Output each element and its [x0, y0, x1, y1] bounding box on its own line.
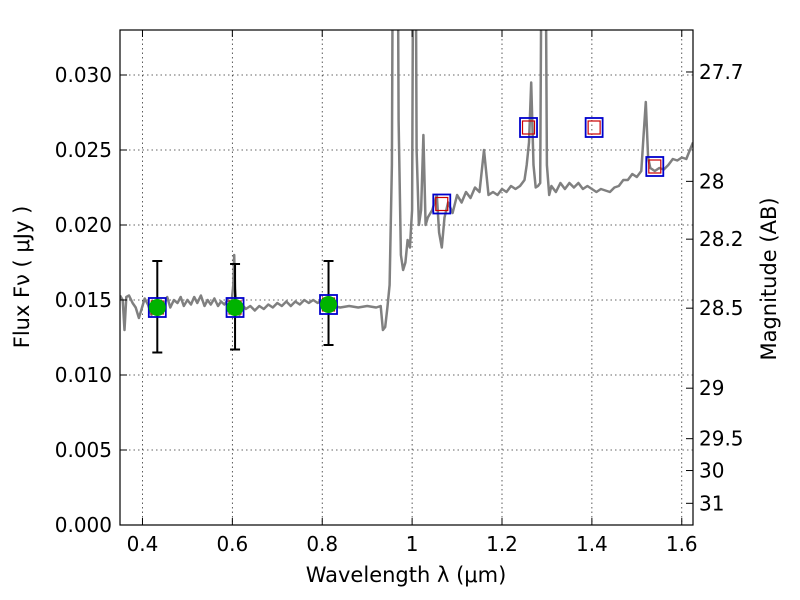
y-tick-label: 0.020	[55, 213, 112, 237]
model-point-inner	[587, 120, 601, 135]
detection-point	[148, 299, 166, 316]
y-tick-label: 0.005	[55, 438, 112, 462]
model-point-box	[432, 193, 452, 215]
x-tick-label: 1.4	[576, 532, 608, 556]
y-axis-label: Flux Fν ( μJy )	[10, 206, 34, 349]
model-point-inner	[521, 120, 536, 135]
spectrum-line	[120, 30, 693, 332]
model-point-inner	[435, 196, 449, 212]
x-tick-label: 1.6	[666, 532, 698, 556]
y2-tick-label: 28.5	[699, 296, 744, 320]
markers	[147, 117, 665, 318]
x-tick-label: 0.4	[127, 532, 159, 556]
plot-frame	[119, 29, 694, 526]
y2-axis-label: Magnitude (AB)	[757, 197, 781, 360]
y-tick-label: 0.010	[55, 363, 112, 387]
x-tick-label: 1	[406, 532, 419, 556]
y2-tick-label: 30	[699, 459, 724, 483]
x-tick-label: 0.8	[306, 532, 338, 556]
y-tick-label: 0.030	[55, 63, 112, 87]
model-point-box	[645, 156, 665, 177]
y-axis-ticks: 0.000 0.005 0.010 0.015 0.020 0.025 0.030	[55, 63, 127, 537]
grid-lines	[120, 30, 693, 526]
detection-point	[320, 296, 338, 313]
spectrum-series	[120, 30, 693, 332]
y2-axis-ticks: 27.7 28 28.2 28.5 29 29.5 30 31	[686, 60, 744, 515]
y-tick-label: 0.025	[55, 138, 112, 162]
y-tick-label: 0.015	[55, 288, 112, 312]
y2-tick-label: 29	[699, 376, 724, 400]
y2-tick-label: 27.7	[699, 60, 744, 84]
x-axis-ticks: 0.4 0.6 0.8 1 1.2 1.4 1.6	[127, 30, 698, 556]
x-tick-label: 0.6	[216, 532, 248, 556]
x-axis-label: Wavelength λ (μm)	[306, 563, 507, 587]
y2-tick-label: 29.5	[699, 427, 744, 451]
y2-tick-label: 28.2	[699, 227, 744, 251]
model-point-box	[584, 117, 604, 138]
y-tick-label: 0.000	[55, 513, 112, 537]
detection-point	[226, 299, 244, 316]
model-point-inner	[648, 159, 662, 174]
model-point-box	[519, 117, 538, 138]
y2-tick-label: 31	[699, 491, 724, 515]
x-tick-label: 1.2	[486, 532, 518, 556]
y2-tick-label: 28	[699, 169, 724, 193]
